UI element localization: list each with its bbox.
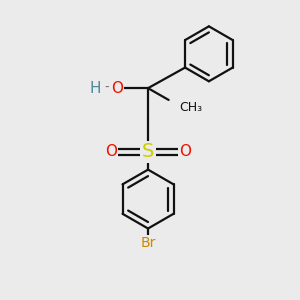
Text: Br: Br xyxy=(140,236,156,250)
Text: S: S xyxy=(142,142,154,161)
Text: CH₃: CH₃ xyxy=(179,101,203,114)
Text: O: O xyxy=(179,145,191,160)
Text: H: H xyxy=(89,81,101,96)
Text: O: O xyxy=(105,145,117,160)
Text: O: O xyxy=(111,81,123,96)
Text: -: - xyxy=(104,81,109,95)
